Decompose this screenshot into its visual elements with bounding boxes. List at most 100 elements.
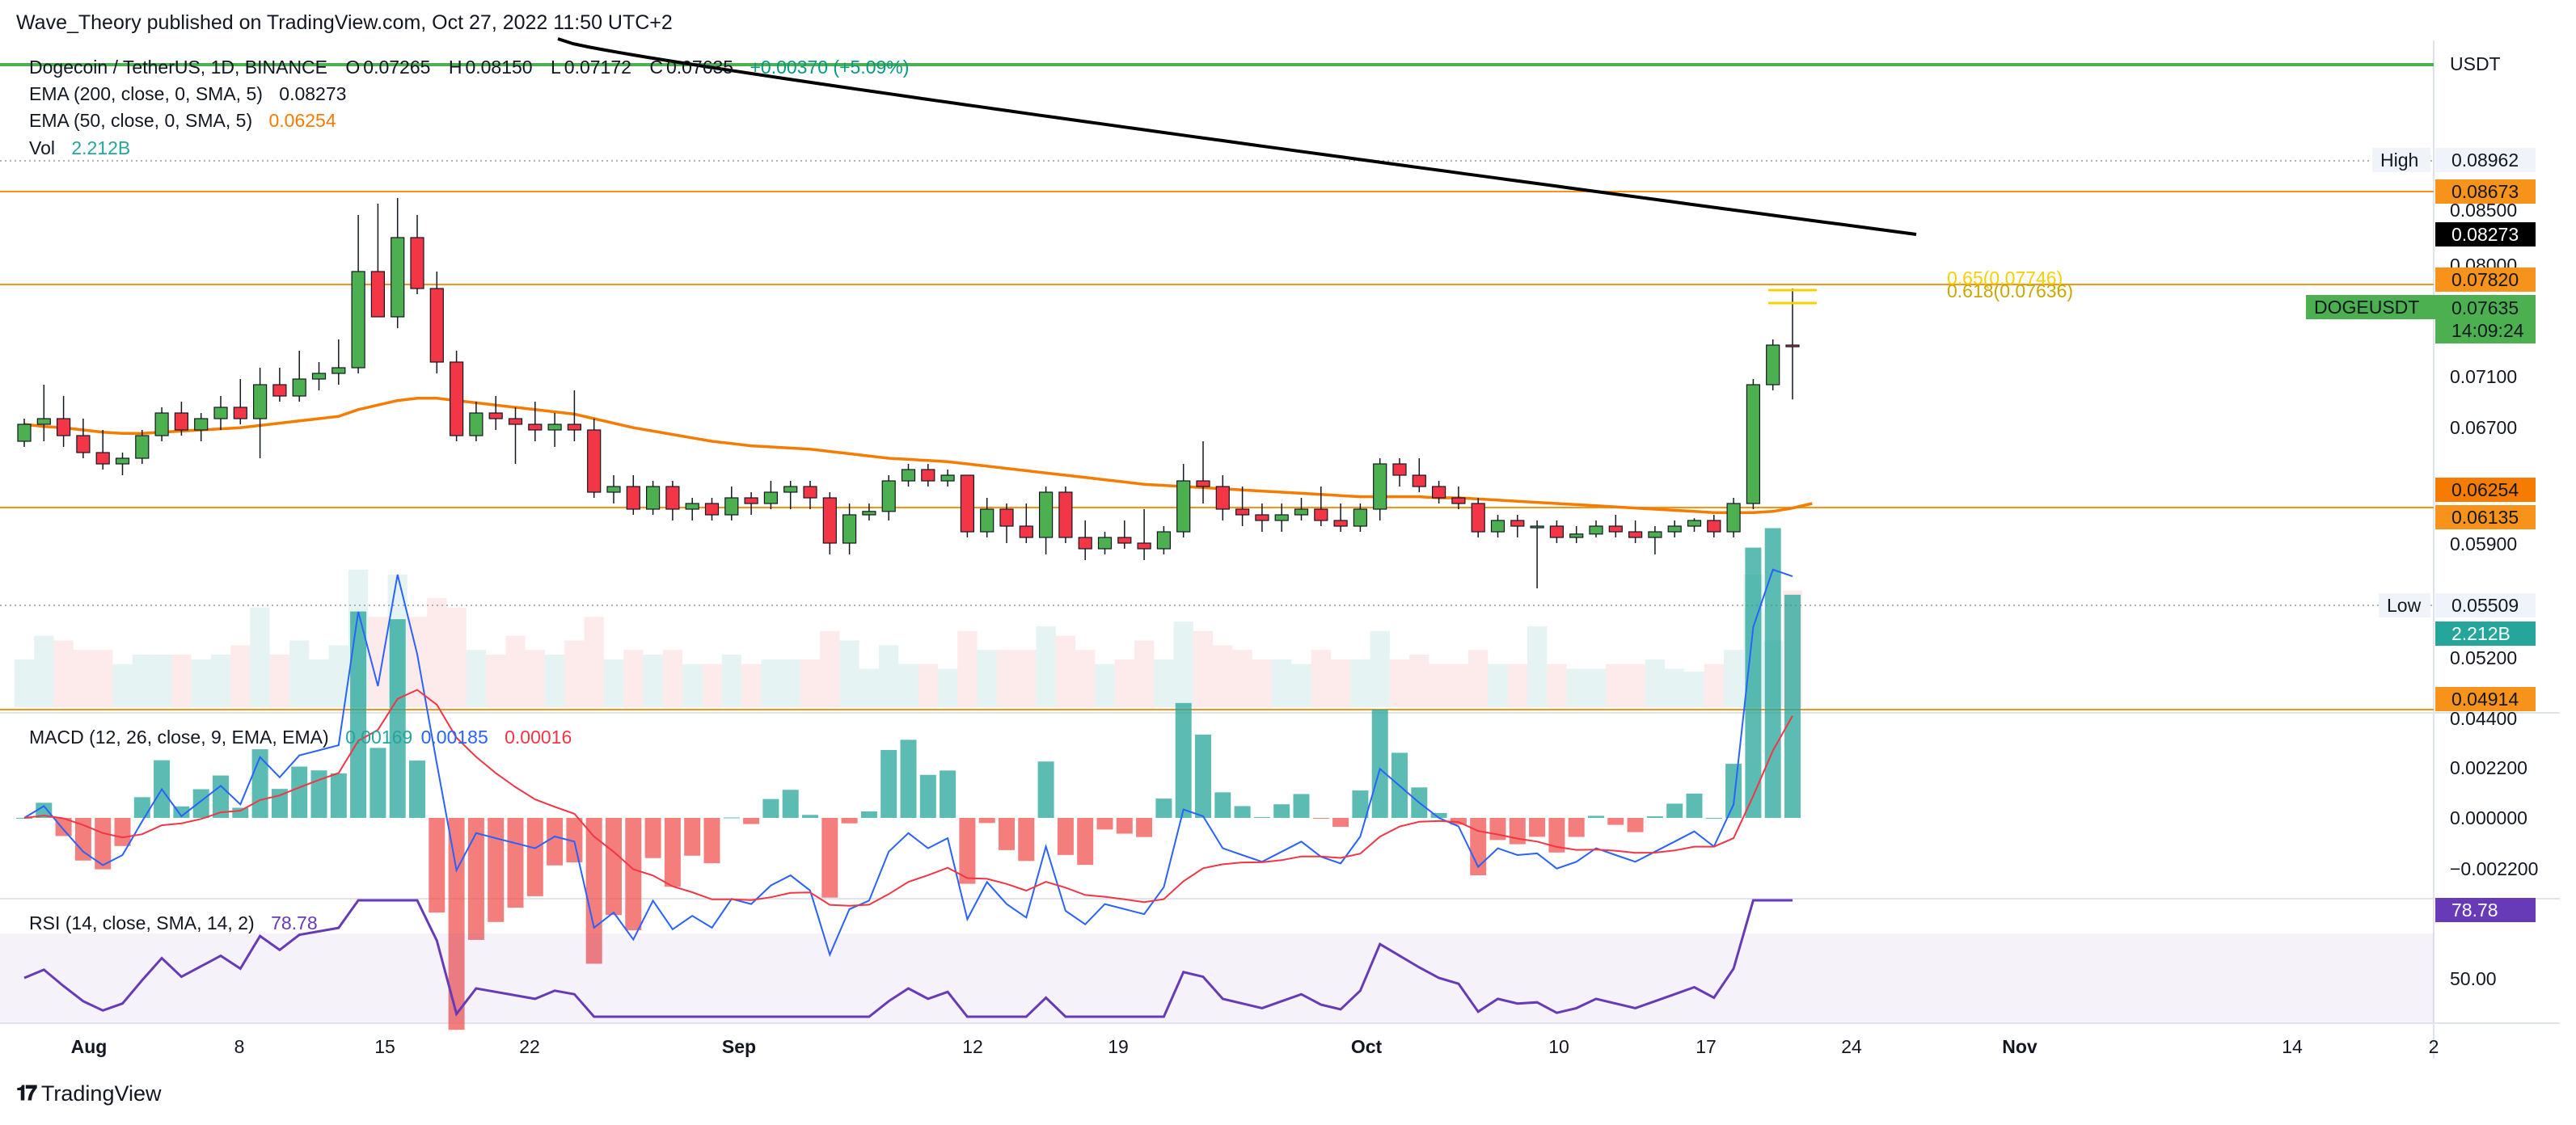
volume-bar <box>427 598 447 707</box>
candle-body <box>645 486 661 510</box>
support-tag-1: 0.06135 <box>2435 505 2536 529</box>
macd-histogram-bar <box>1588 815 1604 818</box>
macd-histogram-bar <box>330 773 347 818</box>
volume-bar <box>1134 640 1155 707</box>
candle-body <box>587 429 602 493</box>
candle-body <box>685 503 699 510</box>
ema200-line <box>557 37 1917 236</box>
tradingview-logo-text: TradingView <box>40 1081 162 1106</box>
time-tick-label: 2 <box>2429 1036 2439 1057</box>
macd-histogram-bar <box>370 748 386 818</box>
time-tick-label: Sep <box>722 1036 756 1057</box>
ema200-value: 0.08273 <box>279 83 347 104</box>
macd-histogram-bar <box>1293 794 1310 818</box>
candle-body <box>36 418 51 425</box>
volume-bar <box>1311 650 1331 707</box>
macd-histogram-bar <box>488 818 505 922</box>
candle-body <box>194 418 209 431</box>
time-tick-label: 19 <box>1108 1036 1129 1057</box>
volume-bar <box>93 650 113 707</box>
vol-label: Vol <box>29 137 55 158</box>
macd-histogram-bar <box>1312 818 1329 819</box>
candle-body <box>1274 514 1289 521</box>
resistance-tag-1: 0.08673 <box>2435 179 2536 204</box>
candle-body <box>1746 384 1760 504</box>
candle-body <box>1490 520 1505 533</box>
volume-bar <box>977 650 997 707</box>
macd-histogram-bar <box>192 789 209 818</box>
volume-bar <box>1055 635 1076 707</box>
macd-histogram-bar <box>1489 818 1506 841</box>
macd-histogram-bar <box>232 807 249 818</box>
macd-histogram-bar <box>547 818 564 866</box>
macd-histogram-bar <box>1273 804 1290 818</box>
candle-body <box>174 412 188 431</box>
macd-histogram-bar <box>723 817 740 819</box>
macd-histogram-bar <box>782 790 799 818</box>
volume-bar <box>1272 659 1292 707</box>
time-tick-label: 22 <box>519 1036 540 1057</box>
macd-histogram-bar <box>350 611 367 818</box>
candle-body <box>1255 514 1269 521</box>
open-label: O <box>345 57 361 78</box>
volume-bar <box>1507 664 1527 707</box>
candle-body <box>881 480 896 512</box>
volume-bar <box>1370 630 1390 707</box>
rsi-legend[interactable]: RSI (14, close, SMA, 14, 2) 78.78 <box>29 912 321 934</box>
macd-histogram-bar <box>1214 792 1231 818</box>
macd-legend[interactable]: MACD (12, 26, close, 9, EMA, EMA) 0.0016… <box>29 727 575 748</box>
volume-bar <box>1468 650 1489 707</box>
vol-legend[interactable]: Vol 2.212B <box>29 137 133 159</box>
macd-histogram-bar <box>900 739 917 818</box>
candle-body <box>253 384 268 419</box>
low-value: 0.07172 <box>564 57 631 78</box>
macd-histogram-bar <box>1568 818 1585 837</box>
ema200-legend[interactable]: EMA (200, close, 0, SMA, 5) 0.08273 <box>29 83 349 105</box>
candle-body <box>115 457 130 465</box>
volume-bar <box>486 655 506 707</box>
macd-histogram-bar <box>684 818 701 856</box>
volume-bar <box>859 668 880 707</box>
candle-body <box>154 412 169 436</box>
currency-label: USDT <box>2450 53 2501 74</box>
candle-body <box>704 503 720 516</box>
candle-body <box>17 423 32 442</box>
tradingview-logo-icon: 𝟏𝟕 <box>16 1081 37 1105</box>
volume-bar <box>1645 659 1666 707</box>
volume-bar <box>1488 664 1508 707</box>
macd-histogram-bar <box>999 818 1015 850</box>
macd-histogram-bar <box>762 798 779 818</box>
tradingview-logo[interactable]: 𝟏𝟕 TradingView <box>16 1081 162 1106</box>
macd-histogram-bar <box>606 818 622 916</box>
volume-bar <box>957 630 978 707</box>
candle-body <box>842 514 857 544</box>
candle-body <box>233 407 247 419</box>
candle-body <box>213 407 228 419</box>
price-tick-label: 0.04400 <box>2450 708 2517 729</box>
macd-histogram-bar <box>114 818 131 846</box>
candle-body <box>547 423 562 431</box>
candle-body <box>1117 537 1132 544</box>
volume-bar <box>761 659 781 707</box>
candle-body <box>763 491 779 504</box>
macd-histogram-bar <box>1548 818 1565 853</box>
macd-histogram-bar <box>507 818 524 908</box>
volume-bar <box>1409 655 1429 707</box>
candle-body <box>1687 520 1702 527</box>
ticker-tag[interactable]: DOGEUSDT <box>2306 295 2435 319</box>
price-tick-label: 0.07100 <box>2450 366 2517 387</box>
fib-65-label: 0.65(0.07746) <box>1947 268 2063 289</box>
macd-histogram-bar <box>291 766 308 818</box>
volume-bar <box>466 650 487 707</box>
candle-body <box>921 469 935 482</box>
candle-body <box>1333 520 1348 527</box>
candle-body <box>1766 344 1780 386</box>
volume-bar <box>879 645 899 707</box>
macd-histogram-bar <box>389 619 406 818</box>
macd-histogram-bar <box>1234 806 1251 818</box>
volume-bar <box>898 664 918 707</box>
candle-body <box>862 511 876 516</box>
ema50-legend[interactable]: EMA (50, close, 0, SMA, 5) 0.06254 <box>29 110 340 132</box>
macd-value-signal: 0.00016 <box>505 727 572 748</box>
